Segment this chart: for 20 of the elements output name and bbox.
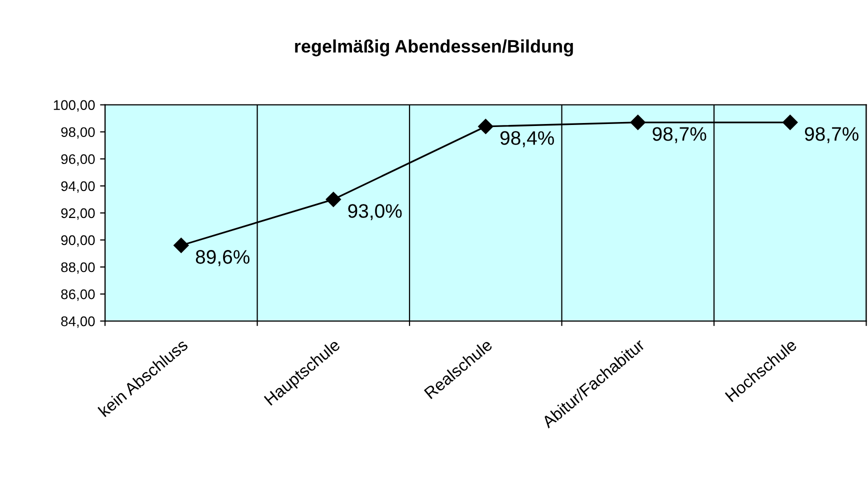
chart-title: regelmäßig Abendessen/Bildung bbox=[295, 39, 573, 56]
y-tick-label: 88,00 bbox=[61, 262, 95, 274]
y-tick-label: 98,00 bbox=[61, 127, 95, 139]
data-label: 98,4% bbox=[500, 131, 554, 148]
y-tick-label: 84,00 bbox=[61, 316, 95, 328]
data-label: 89,6% bbox=[196, 250, 250, 266]
data-label: 98,7% bbox=[804, 127, 858, 144]
point bbox=[782, 114, 798, 130]
y-tick-label: 94,00 bbox=[61, 181, 95, 193]
y-tick-label: 86,00 bbox=[61, 289, 95, 301]
point bbox=[478, 118, 494, 134]
y-tick-label: 90,00 bbox=[61, 235, 95, 247]
y-tick-label: 100,00 bbox=[54, 100, 95, 112]
point bbox=[174, 238, 189, 253]
data-label: 98,7% bbox=[652, 127, 706, 144]
data-label: 93,0% bbox=[348, 204, 402, 220]
point bbox=[326, 192, 341, 207]
point bbox=[630, 114, 646, 130]
y-tick-label: 96,00 bbox=[61, 154, 95, 166]
y-tick-label: 92,00 bbox=[61, 208, 95, 220]
